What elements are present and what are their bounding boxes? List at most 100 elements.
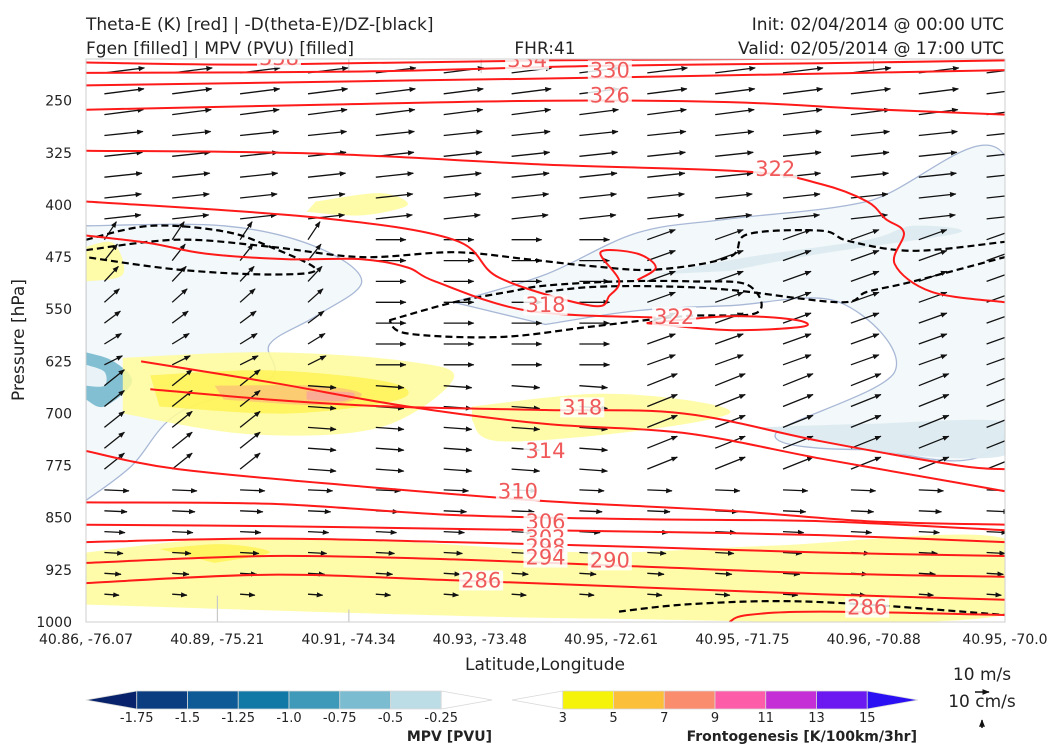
wind-vector (714, 373, 746, 387)
wind-vector (850, 229, 880, 241)
wind-vector (782, 129, 823, 137)
wind-vector (240, 488, 266, 494)
wind-vector (103, 243, 118, 262)
wind-vector (239, 369, 261, 387)
mpv-colorbar-tick: -1.0 (276, 711, 301, 726)
wind-vector (986, 550, 1005, 556)
mpv-colorbar-swatch (85, 690, 138, 710)
y-tick-label: 1000 (36, 615, 72, 631)
wind-vector (986, 336, 1005, 345)
fgen-region-6 (159, 544, 270, 563)
wind-vector (715, 192, 753, 199)
wind-vector (986, 398, 1005, 408)
wind-vector (104, 592, 120, 598)
wind-vector (307, 426, 337, 432)
wind-vector (647, 393, 678, 408)
wind-vector (647, 414, 678, 429)
wind-vector (103, 221, 117, 241)
fgen-colorbar-swatch (511, 690, 564, 710)
wind-vector (239, 452, 261, 470)
wind-vector (715, 171, 754, 178)
mpv-colorbar-tick: -1.5 (175, 711, 200, 726)
wind-vector (986, 132, 1005, 137)
wind-vector (986, 357, 1005, 366)
wind-vector (579, 192, 618, 199)
wind-vector (986, 232, 1005, 241)
wind-vector (307, 107, 348, 116)
wind-vector (172, 592, 188, 598)
wind-vector (647, 192, 685, 199)
theta-e-label: 310 (498, 479, 538, 503)
wind-vector (579, 488, 605, 494)
theta-e-label: 286 (847, 596, 887, 620)
wind-vector (172, 212, 210, 220)
wind-vector (918, 229, 948, 241)
wind-vector (239, 431, 261, 449)
wind-vector (782, 150, 822, 157)
wind-vector (918, 129, 958, 137)
wind-vector (239, 355, 259, 366)
wind-vector (782, 529, 805, 535)
wind-vector (307, 332, 326, 345)
wind-vector (172, 571, 190, 577)
fgen-colorbar: 3 5 7 9 11 13 15 (511, 690, 919, 726)
wind-vector (171, 221, 185, 241)
wind-vector (171, 431, 193, 449)
wind-vector (511, 212, 549, 220)
wind-vector (375, 468, 405, 474)
wind-vector (714, 333, 744, 345)
wind-vector (782, 192, 821, 199)
theta-e-label: 318 (562, 395, 602, 419)
wind-vector (307, 508, 332, 515)
wind-vector (579, 426, 609, 432)
wind-vector (375, 129, 415, 137)
wind-vector (443, 86, 484, 95)
wind-vector (850, 508, 875, 515)
x-axis-ticks: 40.86, -76.07 40.89, -75.21 40.91, -74.34 4… (39, 632, 1048, 648)
wind-vector (240, 86, 281, 95)
wind-vector (103, 389, 125, 408)
fgen-colorbar-swatch (816, 690, 868, 710)
theta-e-label: 322 (755, 157, 795, 181)
wind-vector (715, 129, 755, 137)
wind-vector (307, 288, 324, 303)
wind-vector (782, 66, 824, 74)
wind-vector (443, 192, 482, 199)
wind-vector (104, 332, 122, 345)
wind-vector (511, 86, 552, 95)
theta-e-label-bg (523, 441, 568, 462)
wind-vector (443, 129, 483, 137)
wind-vector (239, 332, 258, 345)
fgen-colorbar-tick: 7 (660, 711, 668, 726)
theta-e-label-bg (587, 60, 632, 81)
wind-vector (307, 550, 328, 556)
wind-vector (918, 529, 941, 535)
mpv-region-5 (86, 364, 107, 387)
wind-vector (375, 171, 414, 178)
wind-vector (307, 243, 322, 262)
theta-e-contour-306 (86, 450, 1005, 526)
x-tick-label: 40.93, -73.48 (433, 632, 527, 648)
wind-vector (782, 592, 799, 598)
wind-vector (104, 107, 145, 116)
wind-vector (714, 354, 744, 366)
wind-vector (715, 86, 756, 95)
wind-vector (511, 129, 551, 137)
theta-e-label: 286 (461, 568, 501, 592)
wind-vector (579, 571, 597, 577)
wind-vector (715, 488, 741, 494)
wind-vector (443, 212, 481, 220)
wind-vector (239, 288, 256, 303)
wind-vector (918, 249, 948, 262)
fgen-filled-layer (86, 193, 1005, 622)
theta-e-contour-318 (86, 200, 657, 308)
wind-vector (714, 456, 746, 470)
wind-vector (307, 171, 347, 178)
mpv-colorbar-swatch (187, 690, 239, 710)
wind-vector (782, 249, 812, 262)
wind-vector (103, 265, 119, 282)
wind-vector (443, 508, 468, 515)
wind-vector (579, 171, 618, 178)
wind-vector (307, 355, 327, 366)
wind-vector (443, 171, 482, 178)
